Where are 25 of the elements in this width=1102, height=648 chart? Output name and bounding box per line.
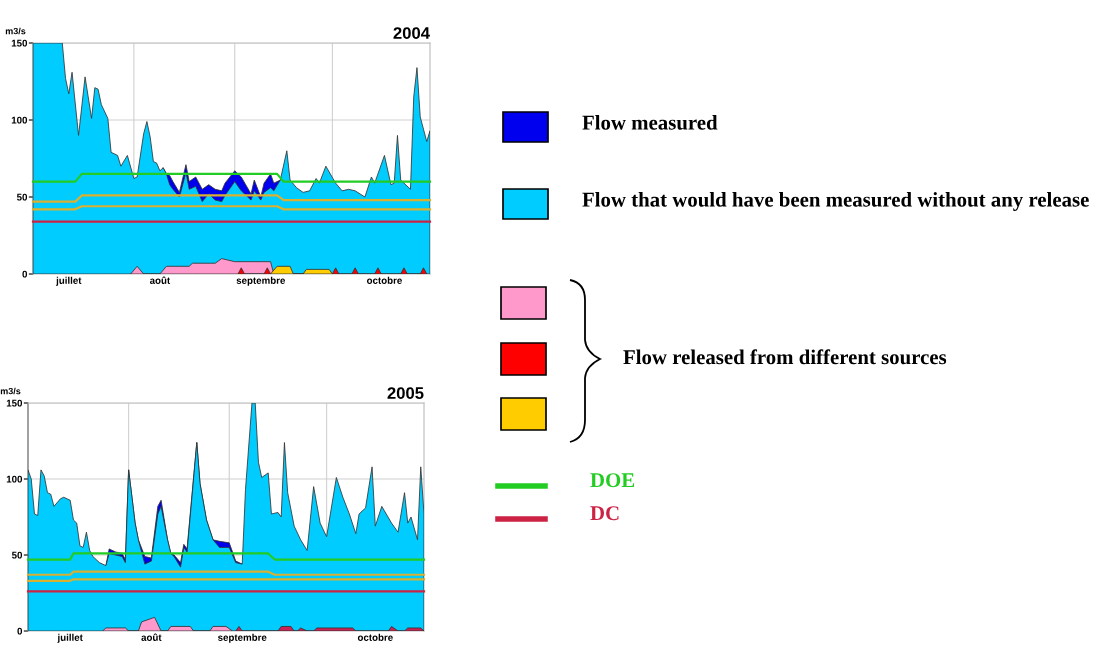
y-axis-title: m3/s [5,27,26,35]
x-tick-label: septembre [236,276,286,286]
y-tick-label: 150 [11,39,28,47]
y-tick-label: 150 [6,399,23,407]
x-tick-label: septembre [217,633,267,643]
x-tick-label: juillet [57,633,83,643]
x-tick-label: juillet [55,276,82,286]
x-tick-label: octobre [367,276,402,284]
legend-label: DC [590,506,619,521]
x-tick-label: octobre [357,633,393,641]
legend-label: Flow that would have been measured without any release [582,192,1089,211]
y-tick-label: 50 [11,551,23,559]
y-tick-label: 100 [11,116,28,124]
chart-title: 2005 [387,387,424,399]
x-tick-label: août [149,276,171,284]
y-axis-title: m3/s [0,387,21,395]
chart-title: 2004 [393,27,430,39]
y-tick-label: 50 [16,193,28,201]
y-tick-label: 0 [17,627,23,635]
legend-label: DOE [590,473,635,488]
y-tick-label: 100 [6,475,23,483]
x-tick-label: août [141,633,162,641]
legend-label: Flow measured [582,115,718,130]
text: Flow released from different sources [623,349,947,365]
y-tick-label: 0 [22,270,28,278]
